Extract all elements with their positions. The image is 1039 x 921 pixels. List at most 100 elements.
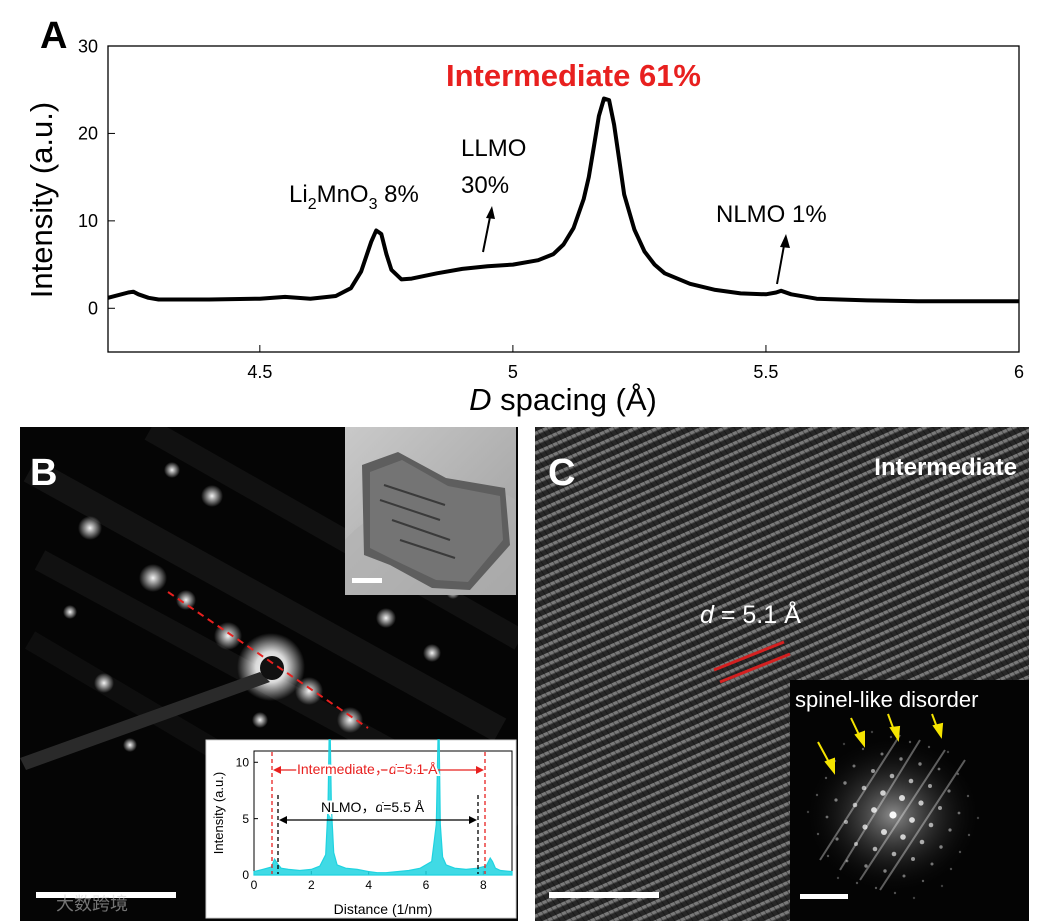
fft-spot bbox=[852, 764, 856, 768]
fft-spot bbox=[816, 832, 820, 836]
panel-a-ticks bbox=[108, 45, 1020, 352]
fft-spot bbox=[854, 842, 858, 846]
panel-b-letter: B bbox=[30, 452, 57, 494]
nlmo-d-label: NLMO，d=5.5 Å bbox=[321, 799, 425, 815]
x-tick-label: 8 bbox=[480, 878, 487, 892]
panel-a-y-axis-label: Intensity (a.u.) bbox=[24, 102, 59, 298]
panel-a-x-tick-labels: 4.5 5 5.5 6 bbox=[247, 362, 1024, 382]
x-tick-label: 6 bbox=[1014, 362, 1024, 382]
fft-spot bbox=[862, 824, 868, 830]
xrd-intensity-line bbox=[108, 96, 1019, 304]
fft-spot bbox=[912, 896, 916, 900]
line-profile-x-axis-label: Distance (1/nm) bbox=[334, 901, 433, 917]
y-tick-label: 10 bbox=[78, 211, 98, 231]
fft-spot bbox=[940, 884, 944, 888]
fft-spot bbox=[861, 785, 867, 791]
fft-spot bbox=[845, 859, 849, 863]
x-tick-label: 2 bbox=[308, 878, 315, 892]
watermark: 大数跨境 bbox=[56, 894, 128, 914]
fft-spots bbox=[806, 730, 980, 900]
fft-spot bbox=[824, 776, 828, 780]
fft-spot bbox=[919, 839, 925, 845]
fft-spot bbox=[843, 781, 847, 785]
fft-spot bbox=[930, 862, 934, 866]
d-spacing-label: d = 5.1 Å bbox=[700, 599, 801, 629]
y-tick-label: 0 bbox=[242, 868, 249, 882]
fft-spot bbox=[881, 829, 887, 835]
fft-spot bbox=[928, 784, 932, 788]
fft-spot bbox=[871, 769, 875, 773]
panel-b-scale-bar bbox=[36, 892, 176, 898]
fft-spot bbox=[966, 794, 970, 798]
panel-a: A 4.5 5 5.5 6 0 10 20 30 D spacing (Å) Intensi… bbox=[24, 15, 1024, 417]
y-tick-label: 10 bbox=[236, 755, 250, 769]
fft-spot bbox=[880, 752, 884, 756]
annotation-li2mno3: Li2MnO3 8% bbox=[289, 181, 419, 213]
panel-a-frame bbox=[107, 45, 1020, 353]
line-profile-y-axis-label: Intensity (a.u.) bbox=[211, 772, 226, 854]
panel-c-scale-bar bbox=[549, 892, 659, 898]
x-tick-label: 5 bbox=[508, 362, 518, 382]
inset-scale-bar bbox=[352, 578, 382, 583]
panel-c-letter: C bbox=[548, 452, 575, 494]
line-profile-inset: 0 2 4 6 8 0 5 10 Distance (1/nm) Intensity (a.… bbox=[205, 739, 517, 919]
y-tick-label: 30 bbox=[78, 36, 98, 56]
fft-spot bbox=[889, 735, 893, 739]
fft-spot bbox=[806, 810, 810, 814]
fft-inset: spinel-like disorder bbox=[790, 680, 1029, 921]
nlmo-arrow bbox=[776, 234, 790, 285]
intermediate-d-label: Intermediate，d=5.1 Å bbox=[297, 761, 438, 777]
annotation-intermediate: Intermediate 61% bbox=[446, 58, 701, 93]
panel-a-letter: A bbox=[40, 15, 67, 57]
fft-spot bbox=[844, 820, 848, 824]
tem-inset bbox=[345, 427, 516, 595]
fft-spot bbox=[899, 795, 905, 801]
fft-spot bbox=[908, 778, 914, 784]
fft-spot bbox=[958, 850, 962, 854]
fft-spot bbox=[880, 790, 886, 796]
fft-spot bbox=[927, 745, 931, 749]
annotation-llmo-name: LLMO bbox=[461, 135, 526, 162]
fft-spot bbox=[855, 881, 859, 885]
fft-spot bbox=[902, 874, 906, 878]
fft-spot bbox=[957, 811, 961, 815]
line-profile-y-tick-labels: 0 5 10 bbox=[236, 755, 250, 882]
line-profile-x-tick-labels: 0 2 4 6 8 bbox=[251, 878, 487, 892]
fft-spot bbox=[836, 876, 840, 880]
fft-spot bbox=[918, 800, 924, 806]
x-tick-label: 4.5 bbox=[247, 362, 272, 382]
beam-stopper bbox=[20, 672, 270, 770]
fft-scale-bar bbox=[800, 894, 848, 899]
fft-spot bbox=[874, 886, 878, 890]
panel-c: C Intermediate d = 5.1 Å spinel-like dis… bbox=[535, 427, 1029, 921]
fft-spot bbox=[825, 815, 829, 819]
fft-spot bbox=[921, 879, 925, 883]
fft-spot bbox=[899, 757, 903, 761]
fft-spot bbox=[815, 793, 819, 797]
x-tick-label: 5.5 bbox=[753, 362, 778, 382]
panel-a-x-axis-label: D spacing (Å) bbox=[469, 382, 657, 417]
fft-spot bbox=[976, 816, 980, 820]
fft-spot bbox=[891, 851, 897, 857]
fft-spot bbox=[864, 864, 868, 868]
annotation-nlmo: NLMO 1% bbox=[716, 201, 827, 228]
fft-spot bbox=[900, 834, 906, 840]
fft-label: spinel-like disorder bbox=[795, 687, 978, 712]
profile-line bbox=[167, 591, 369, 729]
fft-spot bbox=[967, 833, 971, 837]
x-tick-label: 0 bbox=[251, 878, 258, 892]
y-tick-label: 0 bbox=[88, 299, 98, 319]
llmo-arrow bbox=[482, 206, 495, 253]
panel-c-title: Intermediate bbox=[874, 454, 1017, 481]
fft-spot bbox=[928, 822, 934, 828]
fft-spot bbox=[872, 846, 878, 852]
fft-spot bbox=[842, 742, 846, 746]
fft-spot bbox=[918, 762, 922, 766]
panel-b: B 0 2 4 6 8 0 5 10 Distance (1/nm) Intensity (… bbox=[20, 427, 518, 921]
fft-spot bbox=[946, 750, 950, 754]
fft-spot bbox=[909, 817, 915, 823]
fft-spot bbox=[826, 854, 830, 858]
y-tick-label: 5 bbox=[242, 812, 249, 826]
fft-spot bbox=[939, 845, 943, 849]
fft-spot bbox=[949, 867, 953, 871]
